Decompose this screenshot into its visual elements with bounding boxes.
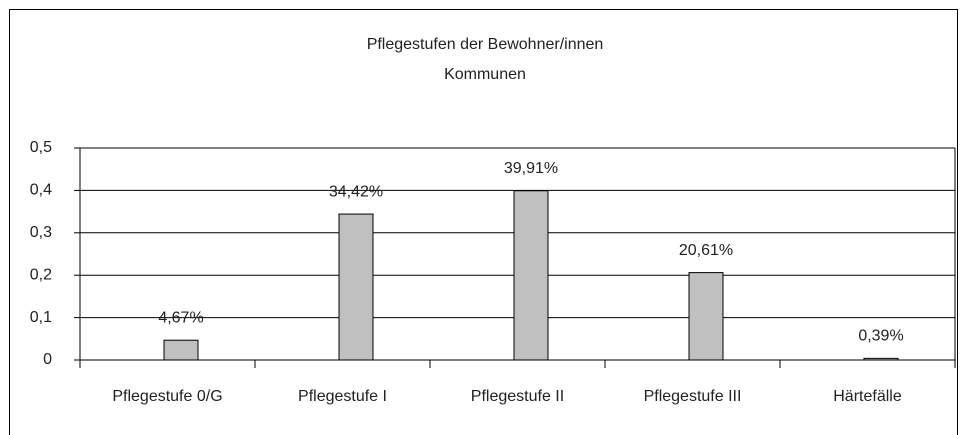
- x-tick-label: Pflegestufe II: [471, 388, 564, 405]
- y-tick-label: 0,5: [30, 139, 52, 156]
- bar: [688, 272, 724, 361]
- y-tick-label: 0,4: [30, 182, 52, 199]
- bar: [513, 190, 549, 361]
- value-label: 34,42%: [329, 183, 383, 200]
- bar: [163, 339, 199, 361]
- value-label: 4,67%: [158, 309, 203, 326]
- y-tick-label: 0,3: [30, 224, 52, 241]
- y-tick-label: 0: [43, 351, 52, 368]
- value-label: 39,91%: [504, 160, 558, 177]
- y-tick-label: 0,1: [30, 309, 52, 326]
- x-tick-label: Pflegestufe I: [298, 388, 387, 405]
- chart-frame: [9, 9, 958, 435]
- y-tick-label: 0,2: [30, 266, 52, 283]
- bar: [863, 357, 899, 361]
- value-label: 0,39%: [858, 328, 903, 345]
- chart-title: Pflegestufen der Bewohner/innen: [367, 36, 604, 53]
- bar: [338, 213, 374, 361]
- x-tick-label: Pflegestufe III: [644, 388, 742, 405]
- x-tick-label: Härtefälle: [833, 388, 902, 405]
- chart-subtitle: Kommunen: [444, 66, 526, 83]
- value-label: 20,61%: [679, 242, 733, 259]
- x-tick-label: Pflegestufe 0/G: [112, 388, 222, 405]
